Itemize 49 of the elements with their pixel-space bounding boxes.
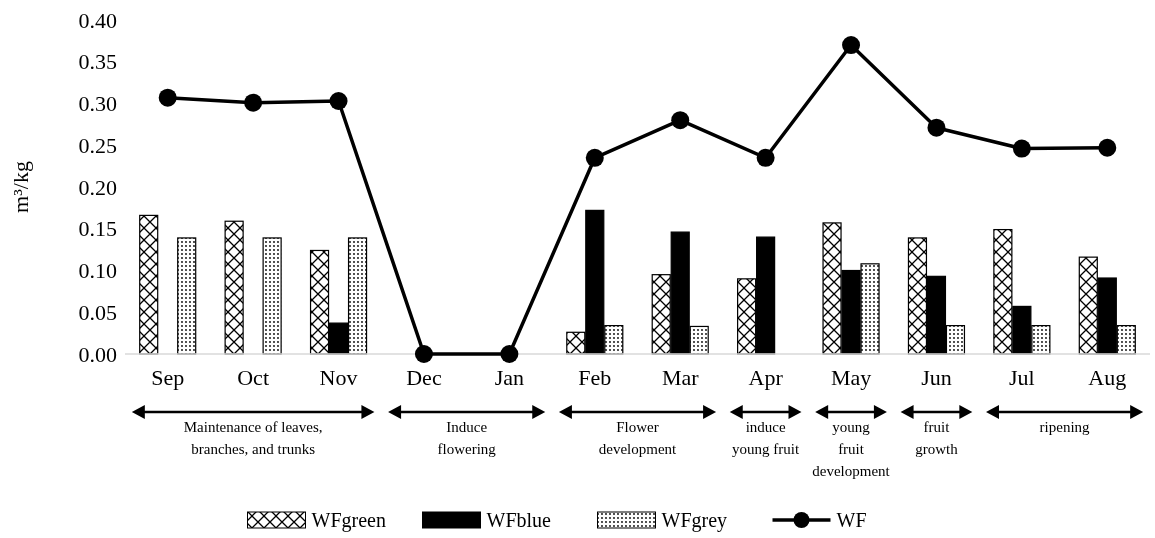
point	[244, 93, 263, 112]
text: induce young fruit	[732, 419, 800, 457]
x-tick-label: Mar	[661, 365, 700, 390]
point	[1012, 139, 1031, 158]
x-tick-label: May	[830, 365, 872, 390]
x-tick-label: Apr	[748, 365, 784, 390]
legend-label: WFgreen	[311, 509, 386, 532]
bar	[262, 237, 282, 355]
y-tick-label: 0.40	[78, 7, 117, 33]
text: Induce flowering	[437, 419, 497, 457]
text: Flower development	[598, 419, 678, 457]
y-tick-label: 0.15	[78, 216, 117, 242]
x-tick-label: Nov	[319, 365, 358, 390]
y-tick-label: 0.10	[78, 258, 117, 284]
y-tick-label: 0.25	[78, 132, 117, 158]
point	[927, 118, 946, 137]
text: fruit growth	[915, 419, 959, 457]
y-axis-title: m³/kg	[8, 161, 33, 213]
point	[756, 148, 775, 167]
point	[1098, 138, 1117, 157]
legend-label: WFgrey	[661, 509, 728, 532]
y-tick-label: 0.05	[78, 299, 117, 325]
point	[671, 111, 690, 130]
y-tick-label: 0.00	[78, 341, 117, 367]
legend-label: WFblue	[486, 509, 552, 531]
x-tick-label: Sep	[151, 365, 185, 390]
y-tick-label: 0.20	[78, 174, 117, 200]
y-tick-label: 0.30	[78, 91, 117, 117]
point	[842, 36, 861, 55]
x-tick-label: Jun	[921, 365, 952, 390]
bar	[139, 214, 159, 355]
text: young fruit development	[812, 419, 891, 479]
x-tick-label: Aug	[1088, 365, 1127, 390]
x-tick-label: Dec	[406, 365, 442, 390]
bar	[177, 237, 197, 355]
y-tick-label: 0.35	[78, 49, 117, 75]
x-tick-label: Feb	[578, 365, 612, 390]
text: ripening	[1039, 419, 1091, 435]
point	[158, 88, 177, 107]
bar	[224, 220, 244, 355]
point	[500, 345, 519, 363]
x-tick-label: Jan	[494, 365, 525, 390]
legend-label: WF	[836, 509, 867, 531]
x-tick-label: Jul	[1009, 365, 1035, 390]
point	[414, 345, 433, 363]
x-tick-label: Oct	[237, 365, 270, 390]
point	[329, 92, 348, 110]
point	[585, 148, 604, 167]
text: Maintenance of leaves, branches, and trunks	[183, 419, 323, 457]
